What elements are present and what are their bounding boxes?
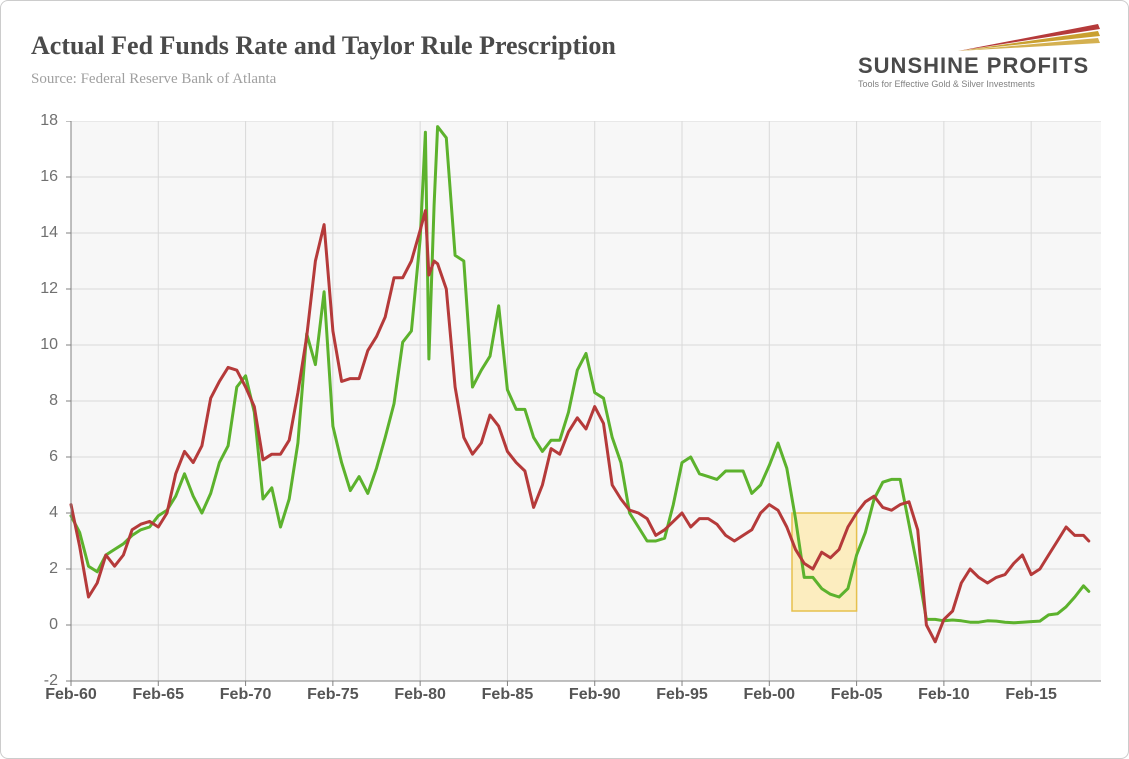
y-tick-label: 0: [49, 616, 58, 634]
y-axis-labels: -2024681012141618: [1, 121, 66, 681]
x-tick-label: Feb-05: [831, 686, 883, 704]
x-tick-label: Feb-85: [482, 686, 534, 704]
logo: SUNSHINE PROFITS Tools for Effective Gol…: [858, 21, 1108, 91]
y-tick-label: 18: [40, 112, 58, 130]
x-tick-label: Feb-00: [744, 686, 796, 704]
chart-title: Actual Fed Funds Rate and Taylor Rule Pr…: [31, 31, 616, 61]
y-tick-label: 2: [49, 560, 58, 578]
chart-container: Actual Fed Funds Rate and Taylor Rule Pr…: [0, 0, 1129, 759]
logo-sub-text: Tools for Effective Gold & Silver Invest…: [858, 79, 1035, 89]
plot-area: [71, 121, 1101, 681]
y-tick-label: 12: [40, 280, 58, 298]
y-tick-label: 4: [49, 504, 58, 522]
y-tick-label: 10: [40, 336, 58, 354]
y-tick-label: 6: [49, 448, 58, 466]
x-tick-label: Feb-65: [132, 686, 184, 704]
x-tick-label: Feb-95: [656, 686, 708, 704]
x-tick-label: Feb-70: [220, 686, 272, 704]
x-tick-label: Feb-90: [569, 686, 621, 704]
x-tick-label: Feb-15: [1005, 686, 1057, 704]
y-tick-label: 16: [40, 168, 58, 186]
x-tick-label: Feb-75: [307, 686, 359, 704]
chart-source: Source: Federal Reserve Bank of Atlanta: [31, 71, 616, 88]
logo-rays-icon: [858, 21, 1108, 56]
logo-main-text: SUNSHINE PROFITS: [858, 53, 1089, 79]
x-tick-label: Feb-10: [918, 686, 970, 704]
y-tick-label: 14: [40, 224, 58, 242]
x-tick-label: Feb-80: [394, 686, 446, 704]
x-axis-labels: Feb-60Feb-65Feb-70Feb-75Feb-80Feb-85Feb-…: [71, 686, 1101, 716]
plot-svg: [66, 121, 1101, 686]
x-tick-label: Feb-60: [45, 686, 97, 704]
title-area: Actual Fed Funds Rate and Taylor Rule Pr…: [31, 31, 616, 88]
y-tick-label: 8: [49, 392, 58, 410]
